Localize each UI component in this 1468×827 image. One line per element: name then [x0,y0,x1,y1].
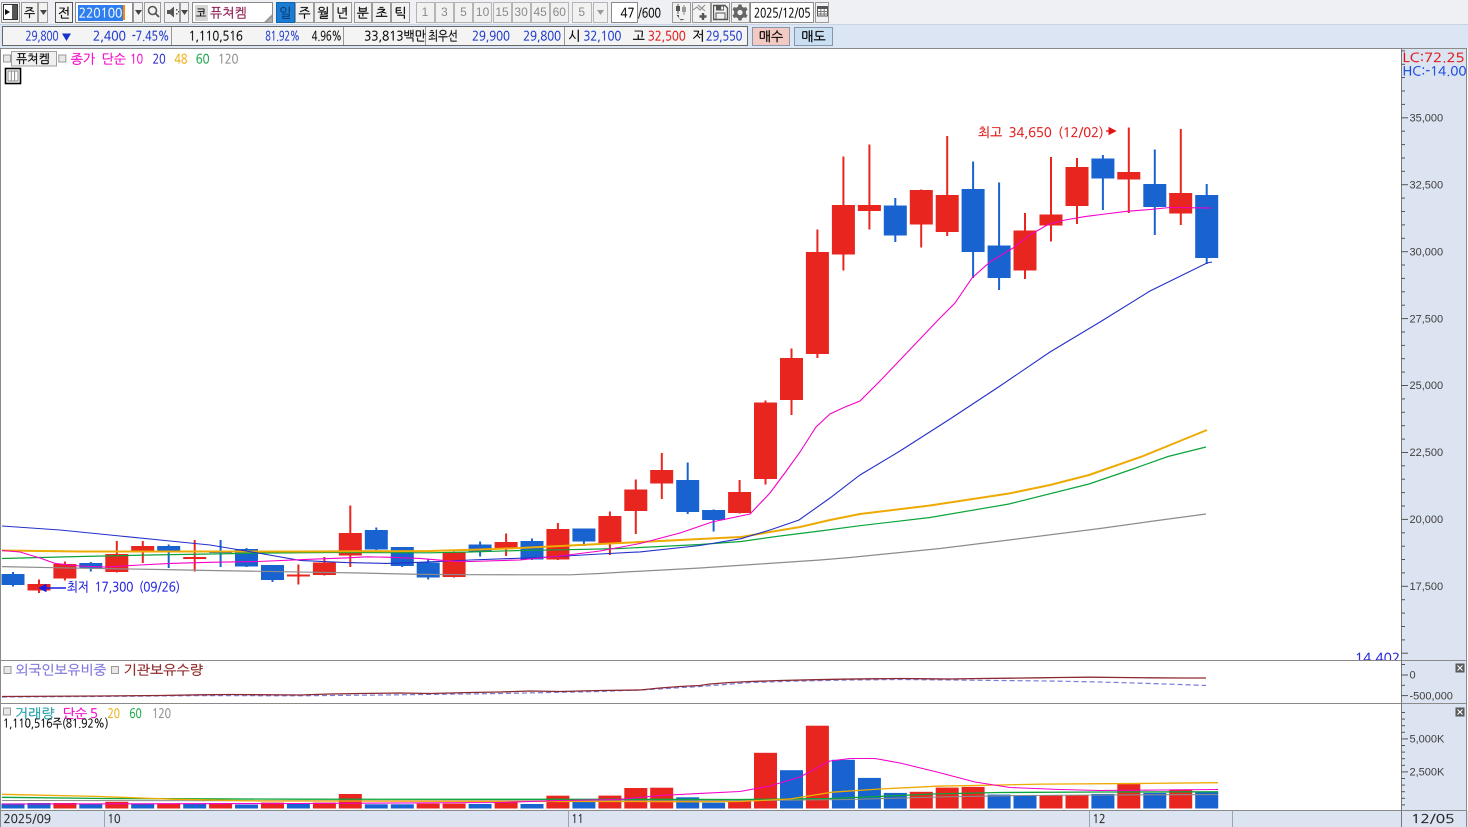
svg-text:30,000: 30,000 [1410,246,1444,258]
svg-text:27,500: 27,500 [1410,313,1444,325]
svg-text:-500,000: -500,000 [1410,690,1453,702]
svg-text:32,500: 32,500 [1410,179,1444,191]
svg-text:22,500: 22,500 [1410,447,1444,459]
svg-text:25,000: 25,000 [1410,380,1444,392]
svg-text:2,500K: 2,500K [1410,767,1446,779]
svg-text:17,500: 17,500 [1410,581,1444,593]
svg-text:0: 0 [1410,670,1416,682]
svg-text:35,000: 35,000 [1410,113,1444,125]
svg-text:20,000: 20,000 [1410,514,1444,526]
svg-text:5,000K: 5,000K [1410,734,1446,746]
